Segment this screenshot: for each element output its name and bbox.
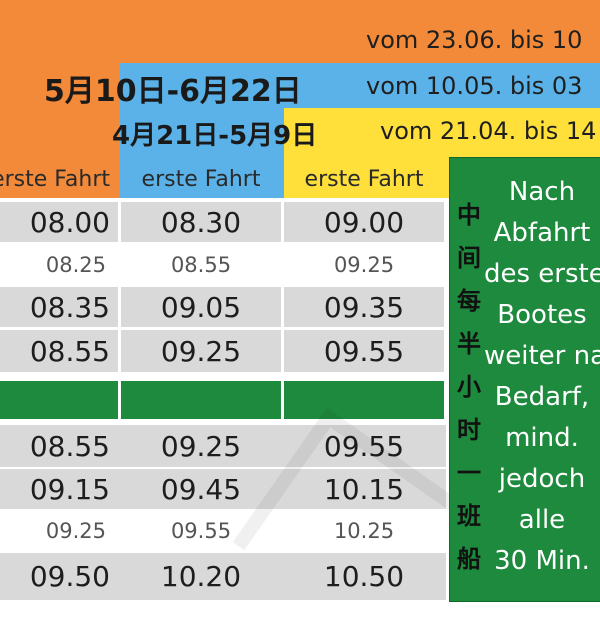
table-cell: 09.50 <box>29 560 110 593</box>
note-cn-char: 班 <box>457 502 481 530</box>
note-vertical-cn: 中 间 每 半 小 时 一 班 船 <box>452 200 486 574</box>
table-cell: 08.55 <box>29 429 110 463</box>
table-row: 08.25 08.55 09.25 <box>0 244 446 286</box>
table-cell: 09.25 <box>333 253 395 277</box>
table-cell: 09.25 <box>45 519 106 543</box>
note-cn-char: 间 <box>457 244 481 272</box>
yellow-period-cn-label: 4月21日-5月9日 <box>112 121 318 151</box>
table-cell: 09.15 <box>29 472 110 506</box>
table-cell: 09.00 <box>323 205 405 239</box>
note-cn-char: 时 <box>457 416 481 444</box>
table-cell: 10.25 <box>333 519 395 543</box>
table-row: 09.15 09.45 10.15 <box>0 469 446 509</box>
orange-period-label: vom 23.06. bis 10 <box>366 26 583 54</box>
note-text-de: Nach Abfahrt des erste Bootes weiter nac… <box>484 172 600 582</box>
note-cn-char: 中 <box>457 201 481 229</box>
table-row: 08.55 09.25 09.55 <box>0 330 446 372</box>
table-row: 08.55 09.25 09.55 <box>0 425 446 467</box>
table-cell: 09.55 <box>323 429 405 463</box>
note-line: mind. <box>505 423 579 453</box>
yellow-period-de-label: vom 21.04. bis 14 <box>380 117 597 145</box>
table-cell: 10.15 <box>323 472 405 506</box>
table-cell: 09.45 <box>160 472 242 506</box>
note-cn-char: 每 <box>457 287 481 315</box>
table-cell: 09.55 <box>323 334 405 368</box>
table-cell: 08.00 <box>29 205 110 239</box>
column-divider <box>118 200 121 600</box>
table-cell: 09.05 <box>160 290 242 324</box>
table-cell: 08.25 <box>45 253 106 277</box>
green-separator-band <box>121 381 281 419</box>
table-row: 08.35 09.05 09.35 <box>0 287 446 327</box>
note-line: weiter nac <box>484 341 600 371</box>
note-line: Abfahrt <box>493 218 591 248</box>
note-line: jedoch <box>498 464 586 494</box>
table-cell: 08.55 <box>29 334 110 368</box>
column-header-yellow: erste Fahrt <box>284 160 444 198</box>
table-cell: 10.50 <box>323 560 405 593</box>
blue-period-de-label: vom 10.05. bis 03 <box>366 72 583 100</box>
header-separator <box>0 198 446 202</box>
column-header-blue: erste Fahrt <box>121 160 281 198</box>
table-cell: 09.35 <box>323 290 405 324</box>
note-line: alle <box>518 505 566 535</box>
blue-period-cn-label: 5月10日-6月22日 <box>44 74 302 109</box>
column-divider <box>281 200 284 600</box>
table-cell: 08.30 <box>160 205 242 239</box>
green-separator-band <box>284 381 444 419</box>
green-separator-band <box>0 381 118 419</box>
note-cn-char: 一 <box>457 459 481 487</box>
note-line: des erste <box>484 259 600 289</box>
table-cell: 08.35 <box>29 290 110 324</box>
table-row: 09.50 10.20 10.50 <box>0 553 446 600</box>
table-cell: 09.25 <box>160 334 242 368</box>
note-line: Bootes <box>497 300 587 330</box>
column-header-orange: erste Fahrt <box>0 160 118 198</box>
note-cn-char: 半 <box>457 330 481 358</box>
table-cell: 09.25 <box>160 429 242 463</box>
table-row: 08.00 08.30 09.00 <box>0 202 446 242</box>
table-cell: 10.20 <box>160 560 242 593</box>
note-cn-char: 小 <box>457 373 481 401</box>
column-divider <box>444 200 447 600</box>
note-line: Bedarf, <box>494 382 590 412</box>
note-line: 30 Min. <box>494 546 590 576</box>
table-cell: 09.55 <box>170 519 232 543</box>
note-line: Nach <box>508 177 576 207</box>
note-cn-char: 船 <box>457 545 481 573</box>
frequency-note-box <box>449 157 600 602</box>
table-row: 09.25 09.55 10.25 <box>0 510 446 552</box>
table-cell: 08.55 <box>170 253 232 277</box>
